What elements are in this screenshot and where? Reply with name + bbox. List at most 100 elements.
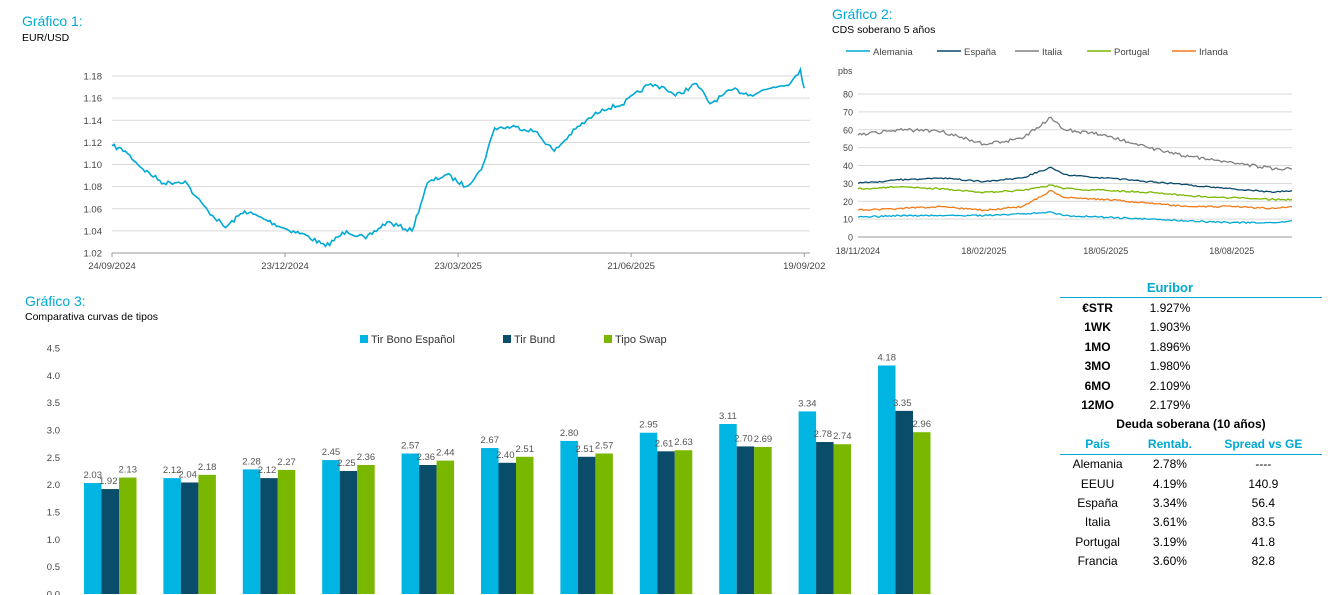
y-tick-label: 1.14 (84, 116, 103, 127)
deuda-row: EEUU 4.19% 140.9 (1060, 474, 1322, 493)
euribor-header: Euribor (1146, 280, 1194, 296)
bar (180, 482, 199, 594)
bar (357, 464, 375, 594)
bar-value-label: 2.04 (178, 469, 197, 480)
legend-swatch (604, 335, 612, 343)
y-tick-label: 4.5 (47, 344, 60, 355)
legend-label: Alemania (873, 47, 913, 58)
y-tick-label: 30 (843, 179, 853, 189)
bar-value-label: 2.27 (277, 457, 296, 468)
y-tick-label: 1.08 (84, 182, 103, 193)
deuda-country: EEUU (1080, 476, 1115, 491)
euribor-row: 3MO 1.980% (1060, 357, 1322, 376)
y-axis-unit: pbs (838, 66, 853, 76)
cds-series-portugal (857, 184, 1293, 201)
bar (339, 471, 358, 594)
y-tick-label: 1.02 (84, 249, 103, 260)
x-tick-label: 18/08/2025 (1209, 246, 1254, 256)
bar-value-label: 2.95 (639, 420, 658, 431)
cds-series-alemania (857, 211, 1292, 225)
bar (754, 446, 772, 594)
bar (895, 410, 913, 594)
bar-value-label: 2.28 (242, 456, 261, 467)
euribor-label: 3MO (1084, 359, 1111, 374)
bar-value-label: 2.44 (436, 448, 455, 459)
x-tick-label: 19/09/202 (783, 261, 825, 272)
chart1-subtitle: EUR/USD (22, 32, 70, 44)
bar-value-label: 2.61 (655, 438, 674, 449)
y-tick-label: 2.5 (47, 453, 60, 464)
bar (719, 423, 737, 594)
bar (242, 469, 261, 594)
bar-value-label: 2.36 (357, 452, 376, 463)
x-tick-label: 23/03/2025 (434, 261, 482, 272)
x-tick-label: 18/05/2025 (1083, 246, 1128, 256)
euribor-value: 1.927% (1149, 301, 1191, 316)
legend-swatch (503, 335, 511, 343)
deuda-country: Francia (1077, 554, 1118, 569)
y-tick-label: 1.04 (84, 226, 103, 237)
bar-value-label: 4.18 (878, 352, 897, 363)
bar (878, 365, 896, 594)
deuda-row: Portugal 3.19% 41.8 (1060, 532, 1322, 551)
deuda-country: Alemania (1072, 457, 1123, 472)
chart2-title: Gráfico 2: (832, 6, 893, 22)
y-tick-label: 80 (843, 90, 853, 100)
deuda-spread: 83.5 (1251, 515, 1276, 530)
bar (260, 478, 278, 594)
y-tick-label: 0 (848, 233, 853, 243)
deuda-row: Francia 3.60% 82.8 (1060, 551, 1322, 570)
bar (798, 411, 817, 594)
y-tick-label: 1.5 (47, 508, 60, 519)
deuda-spread: 41.8 (1251, 534, 1276, 549)
legend-label: Tipo Swap (615, 334, 667, 346)
bar (84, 483, 102, 594)
deuda-rentab: 3.19% (1152, 534, 1187, 549)
deuda-row: España 3.34% 56.4 (1060, 493, 1322, 512)
legend-label: Portugal (1114, 47, 1149, 58)
col-pais: País (1085, 436, 1110, 451)
euribor-value: 1.980% (1149, 359, 1191, 374)
bar-value-label: 2.51 (516, 444, 535, 455)
legend-label: Irlanda (1199, 47, 1229, 58)
y-tick-label: 70 (843, 107, 853, 117)
bar (577, 456, 596, 594)
eurusd-line-chart: 1.02 1.04 1.06 1.08 1.10 1.12 1.14 1.16 1.18 24/0… (84, 66, 825, 272)
cds-series-italia (857, 116, 1293, 171)
euribor-label: 1MO (1084, 339, 1111, 354)
bar-value-label: 2.36 (417, 452, 436, 463)
euribor-value: 1.896% (1149, 339, 1191, 354)
bar-value-label: 1.92 (99, 476, 118, 487)
y-tick-label: 1.0 (47, 535, 60, 546)
bar-value-label: 2.57 (595, 441, 614, 452)
bar (436, 460, 455, 594)
bar (639, 432, 658, 594)
bar-value-label: 2.12 (163, 465, 182, 476)
bar (516, 456, 534, 594)
chart3-subtitle: Comparativa curvas de tipos (25, 311, 159, 323)
deuda-rentab: 3.60% (1152, 554, 1187, 569)
y-tick-label: 3.5 (47, 398, 60, 409)
cds-line-chart: pbs 0 10 20 30 40 50 60 70 80 18/11/2024 18/02/2025… (836, 47, 1293, 256)
bar-value-label: 2.63 (674, 437, 693, 448)
y-tick-label: 1.18 (84, 72, 103, 83)
x-tick-label: 18/02/2025 (961, 246, 1006, 256)
bar-value-label: 3.11 (719, 411, 737, 422)
bar (419, 464, 437, 594)
bar-value-label: 2.45 (322, 447, 341, 458)
bar-value-label: 2.70 (734, 433, 753, 444)
bar (816, 442, 834, 594)
legend-label: Italia (1042, 47, 1063, 58)
bar (498, 462, 516, 594)
euribor-row: 1WK 1.903% (1060, 318, 1322, 337)
deuda-rentab: 3.61% (1152, 515, 1187, 530)
y-tick-label: 1.10 (84, 160, 103, 171)
bar (322, 460, 340, 594)
bar (560, 440, 578, 594)
x-tick-label: 23/12/2024 (261, 261, 309, 272)
deuda-row: Alemania 2.78% ---- (1060, 454, 1322, 474)
euribor-value: 2.109% (1149, 378, 1191, 393)
deuda-header: Deuda soberana (10 años) (1116, 417, 1266, 432)
euribor-value: 1.903% (1149, 320, 1191, 335)
bar-value-label: 3.34 (798, 398, 817, 409)
